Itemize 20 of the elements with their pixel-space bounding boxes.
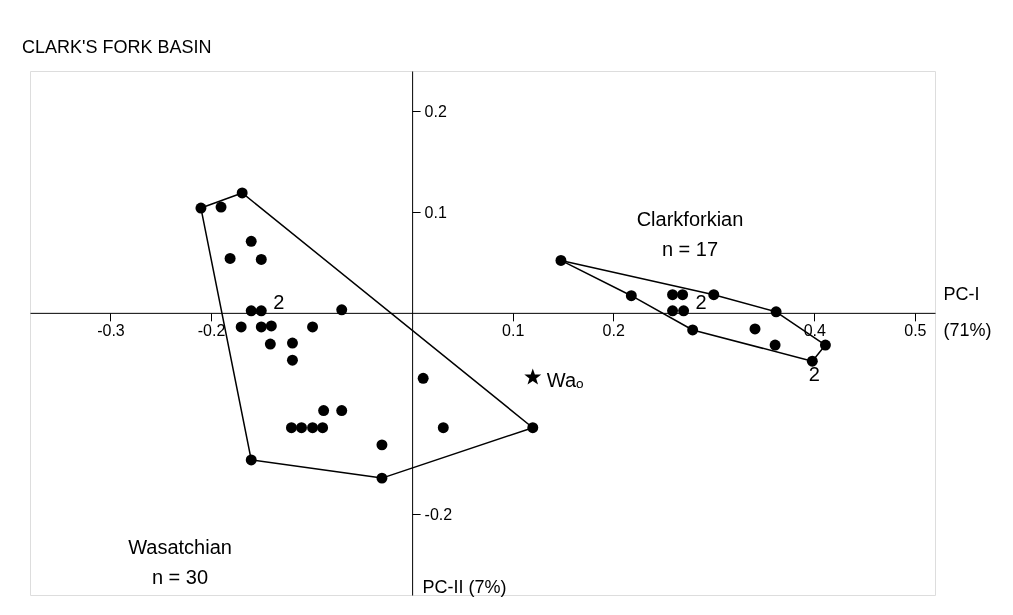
annotation: Clarkforkian xyxy=(636,208,744,230)
x-tick-label: -0.3 xyxy=(97,322,125,340)
annotation: n = 30 xyxy=(151,566,209,588)
chart-title: CLARK'S FORK BASIN xyxy=(22,37,212,57)
y-tick-label: 0.1 xyxy=(424,203,447,221)
annotation: n = 17 xyxy=(661,238,719,260)
annotation: 2 xyxy=(273,290,285,313)
x-tick-label: 0.4 xyxy=(803,322,827,340)
y-axis-title: PC-II (7%) xyxy=(422,576,507,597)
x-axis-title: PC-I (71%) xyxy=(943,284,992,341)
annotation: 2 xyxy=(808,363,820,386)
annotation: Wasatchian xyxy=(128,536,232,558)
annotation: Waₒ xyxy=(546,369,584,392)
x-tick-label: 0.5 xyxy=(904,322,927,340)
x-tick-label: -0.2 xyxy=(197,322,226,340)
y-tick-label: -0.2 xyxy=(424,505,453,523)
x-tick-label: 0.1 xyxy=(502,322,525,340)
y-tick-label: 0.2 xyxy=(424,102,447,120)
annotation: 2 xyxy=(695,290,707,313)
x-tick-label: 0.2 xyxy=(602,322,625,340)
